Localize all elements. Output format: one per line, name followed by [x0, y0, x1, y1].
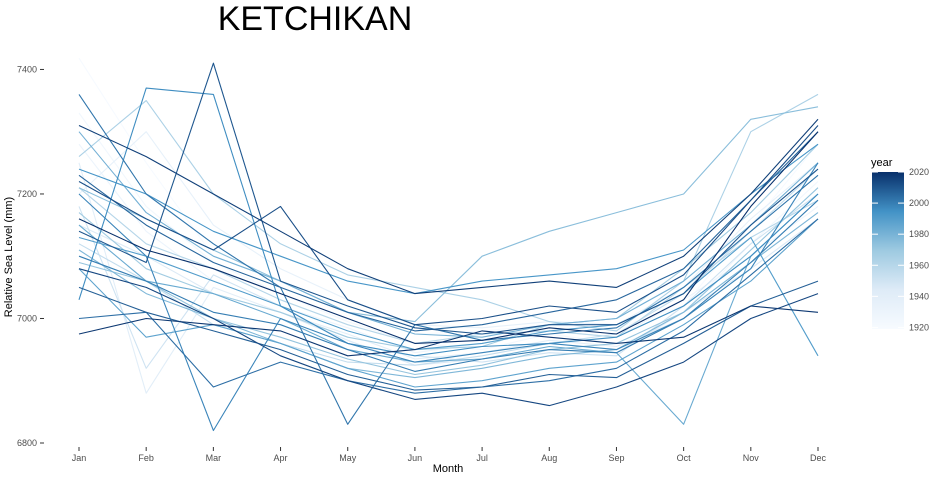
series-line-2008	[78, 280, 819, 391]
series-line-1987	[78, 218, 819, 388]
legend-tick-label: 1960	[909, 260, 929, 270]
legend-tick-label: 2020	[909, 167, 929, 177]
series-line-1950	[78, 193, 819, 369]
series-line-1920	[78, 57, 819, 335]
series-line-1978	[78, 212, 819, 379]
series-line-1960	[78, 187, 819, 344]
x-axis: Jan Feb Mar Apr May Jun Jul Aug Sep Oct Nov Dec	[72, 447, 827, 463]
x-tick-label: Sep	[608, 453, 624, 463]
series-line-2000	[78, 199, 819, 372]
legend-tick-label: 1920	[909, 322, 929, 332]
x-tick-label: Oct	[677, 453, 692, 463]
legend-tick-label: 2000	[909, 198, 929, 208]
x-tick-label: Aug	[541, 453, 557, 463]
x-tick-label: Nov	[743, 453, 760, 463]
series-line-2010	[78, 62, 819, 335]
series-line-2018	[78, 305, 819, 357]
y-axis-title: Relative Sea Level (mm)	[3, 197, 15, 317]
series-line-1981	[78, 131, 819, 338]
series-line-1996	[78, 87, 819, 357]
series-line-1972	[78, 187, 819, 376]
x-axis-title: Month	[433, 463, 464, 475]
legend-tick-label: 1940	[909, 291, 929, 301]
legend-colorbar	[872, 172, 904, 329]
x-tick-label: Jul	[476, 453, 488, 463]
series-line-2020	[78, 131, 819, 344]
series-line-2014	[78, 268, 819, 407]
x-tick-label: Jan	[72, 453, 87, 463]
series-line-1945	[78, 218, 819, 366]
x-tick-label: Jun	[408, 453, 423, 463]
series-line-2006	[78, 131, 819, 332]
chart-title: KETCHIKAN	[218, 0, 413, 38]
legend-tick-label: 1980	[909, 229, 929, 239]
series-line-1993	[78, 143, 819, 295]
series-line-1925	[78, 112, 819, 351]
series-line-1998	[78, 162, 819, 432]
x-tick-label: Mar	[206, 453, 222, 463]
series-line-2004	[78, 218, 819, 394]
series-line-2012	[78, 125, 819, 326]
y-tick-label: 6800	[17, 438, 37, 448]
series-line-1968	[78, 143, 819, 351]
year-legend: year 1920 1940 1960 1980 2000 2020	[871, 157, 929, 332]
x-tick-label: May	[339, 453, 357, 463]
y-axis: 6800 7000 7200 7400	[17, 64, 44, 448]
series-line-1935	[78, 131, 819, 329]
legend-title: year	[871, 157, 893, 169]
y-tick-label: 7200	[17, 189, 37, 199]
series-line-1984	[78, 193, 819, 425]
series-line-1964	[78, 93, 819, 332]
x-tick-label: Apr	[274, 453, 288, 463]
series-lines	[78, 57, 819, 432]
y-tick-label: 7000	[17, 313, 37, 323]
x-tick-label: Feb	[138, 453, 154, 463]
series-line-2016	[78, 118, 819, 295]
x-tick-label: Dec	[810, 453, 827, 463]
y-tick-label: 7400	[17, 64, 37, 74]
series-line-2002	[78, 94, 819, 425]
legend-ticks: 1920 1940 1960 1980 2000 2020	[872, 167, 929, 332]
